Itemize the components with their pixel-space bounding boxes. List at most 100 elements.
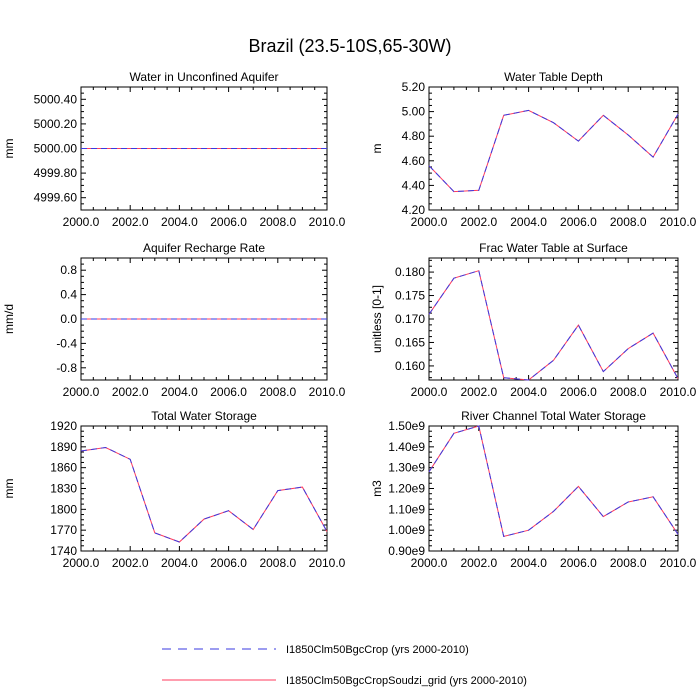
series-line-soudzi	[80, 446, 328, 543]
x-tick-label: 2010.0	[660, 385, 697, 399]
y-tick-label: 0.170	[395, 312, 425, 326]
series-line-crop	[428, 270, 679, 381]
y-tick-label: 0.160	[395, 359, 425, 373]
x-tick-label: 2000.0	[63, 385, 100, 399]
y-tick-label: 0.180	[395, 265, 425, 279]
x-tick-label: 2008.0	[259, 556, 296, 570]
x-tick-label: 2010.0	[309, 556, 346, 570]
panel-title: Aquifer Recharge Rate	[143, 241, 265, 255]
y-tick-label: 5000.40	[34, 92, 78, 106]
plot-frame	[428, 86, 679, 211]
series-line-soudzi	[428, 270, 679, 381]
y-axis-label: mm	[2, 139, 16, 159]
x-tick-label: 2006.0	[560, 215, 597, 229]
x-tick-label: 2000.0	[63, 556, 100, 570]
x-tick-label: 2006.0	[210, 215, 247, 229]
x-tick-label: 2004.0	[510, 556, 547, 570]
y-tick-label: 0.0	[60, 312, 77, 326]
x-tick-label: 2004.0	[161, 215, 198, 229]
x-tick-label: 2000.0	[411, 556, 448, 570]
panel-title: Water in Unconfined Aquifer	[130, 70, 279, 84]
y-axis-label: mm/d	[2, 304, 16, 334]
series-line-crop	[428, 109, 679, 193]
y-tick-label: 0.165	[395, 335, 425, 349]
plot-frame	[428, 257, 679, 381]
y-axis-label: m3	[370, 480, 384, 497]
x-tick-label: 2010.0	[660, 215, 697, 229]
y-tick-label: 4.80	[402, 129, 426, 143]
x-tick-label: 2004.0	[510, 215, 547, 229]
y-tick-label: 1.20e9	[388, 482, 425, 496]
y-tick-label: 4999.80	[34, 166, 78, 180]
x-tick-label: 2004.0	[161, 556, 198, 570]
y-tick-label: 5.00	[402, 105, 426, 119]
x-tick-label: 2002.0	[112, 215, 149, 229]
x-tick-label: 2000.0	[63, 215, 100, 229]
y-tick-label: 4.20	[402, 203, 426, 217]
y-axis-label: mm	[2, 479, 16, 499]
y-tick-label: 0.4	[60, 288, 77, 302]
y-tick-label: -0.8	[56, 361, 77, 375]
y-tick-label: 4999.60	[34, 191, 78, 205]
y-tick-label: 0.8	[60, 263, 77, 277]
x-tick-label: 2006.0	[210, 556, 247, 570]
y-tick-label: 1740	[50, 544, 77, 558]
y-tick-label: 1.10e9	[388, 502, 425, 516]
x-tick-label: 2010.0	[309, 215, 346, 229]
x-tick-label: 2004.0	[161, 385, 198, 399]
y-tick-label: -0.4	[56, 336, 77, 350]
y-tick-label: 5.20	[402, 80, 426, 94]
panel-title: Water Table Depth	[504, 70, 603, 84]
y-tick-label: 1.00e9	[388, 523, 425, 537]
panel-5: Total Water Storage mm 2000.0 2002.0 2004.0 2…	[2, 409, 346, 570]
y-tick-label: 4.60	[402, 154, 426, 168]
series-line-crop	[428, 425, 679, 538]
y-tick-label: 0.175	[395, 289, 425, 303]
y-tick-label: 5000.00	[34, 142, 78, 156]
panel-title: Frac Water Table at Surface	[479, 241, 628, 255]
x-tick-label: 2008.0	[610, 385, 647, 399]
y-tick-label: 1.30e9	[388, 461, 425, 475]
x-tick-label: 2002.0	[112, 556, 149, 570]
panels-group: Water in Unconfined Aquifer mm 2000.0 2002.…	[2, 70, 697, 570]
series-line-soudzi	[428, 425, 679, 538]
y-tick-label: 1.40e9	[388, 440, 425, 454]
x-tick-label: 2008.0	[610, 215, 647, 229]
x-tick-label: 2002.0	[460, 385, 497, 399]
x-tick-label: 2000.0	[411, 385, 448, 399]
panel-2: Water Table Depth m 2000.0 2002.0 2004.0 2006…	[370, 70, 697, 229]
legend-label-2: I1850Clm50BgcCropSoudzi_grid (yrs 2000-2…	[286, 675, 527, 687]
y-tick-label: 1920	[50, 419, 77, 433]
y-tick-label: 1830	[50, 482, 77, 496]
series-line-crop	[80, 446, 328, 543]
y-axis-label: unitless [0-1]	[370, 285, 384, 353]
figure-title: Brazil (23.5-10S,65-30W)	[248, 36, 452, 56]
y-tick-label: 4.40	[402, 178, 426, 192]
y-tick-label: 1.50e9	[388, 419, 425, 433]
x-tick-label: 2010.0	[660, 556, 697, 570]
y-tick-label: 0.90e9	[388, 544, 425, 558]
x-tick-label: 2008.0	[610, 556, 647, 570]
panel-title: Total Water Storage	[151, 409, 257, 423]
panel-title: River Channel Total Water Storage	[461, 409, 646, 423]
x-tick-label: 2006.0	[210, 385, 247, 399]
panel-6: River Channel Total Water Storage m3 2000.…	[370, 409, 697, 570]
x-tick-label: 2008.0	[259, 385, 296, 399]
y-tick-label: 1770	[50, 523, 77, 537]
x-tick-label: 2002.0	[460, 556, 497, 570]
x-tick-label: 2006.0	[560, 556, 597, 570]
x-tick-label: 2000.0	[411, 215, 448, 229]
x-tick-label: 2010.0	[309, 385, 346, 399]
x-tick-label: 2004.0	[510, 385, 547, 399]
y-axis-label: m	[370, 144, 384, 154]
legend: I1850Clm50BgcCrop (yrs 2000-2010) I1850C…	[162, 644, 527, 687]
x-tick-label: 2008.0	[259, 215, 296, 229]
plot-frame	[428, 425, 679, 552]
y-tick-label: 5000.20	[34, 117, 78, 131]
legend-label-1: I1850Clm50BgcCrop (yrs 2000-2010)	[286, 644, 469, 656]
y-tick-label: 1800	[50, 502, 77, 516]
x-tick-label: 2006.0	[560, 385, 597, 399]
y-tick-label: 1890	[50, 440, 77, 454]
y-tick-label: 1860	[50, 461, 77, 475]
